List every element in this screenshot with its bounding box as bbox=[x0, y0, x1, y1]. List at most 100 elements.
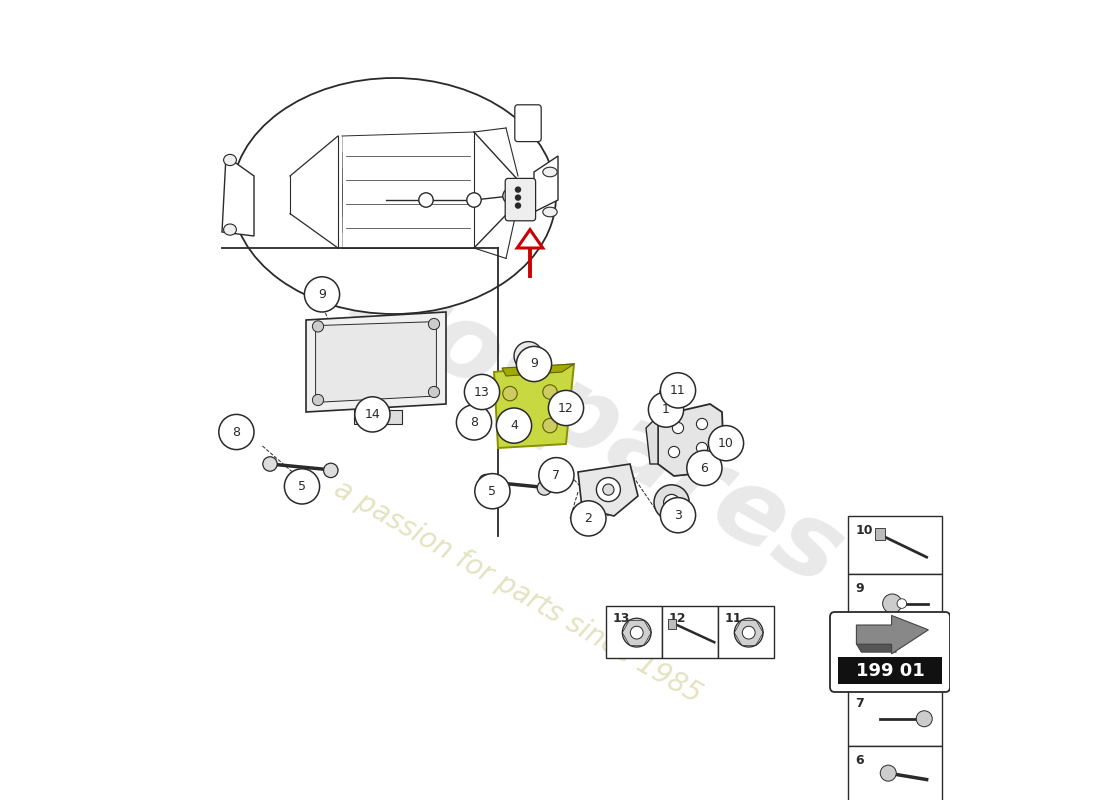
Circle shape bbox=[515, 186, 521, 193]
Circle shape bbox=[478, 474, 493, 489]
Text: 11: 11 bbox=[725, 612, 741, 625]
Text: 8: 8 bbox=[470, 416, 478, 429]
Polygon shape bbox=[494, 364, 574, 448]
Polygon shape bbox=[578, 464, 638, 516]
Circle shape bbox=[539, 458, 574, 493]
Text: 10: 10 bbox=[856, 524, 873, 537]
Circle shape bbox=[419, 193, 433, 207]
Text: 12: 12 bbox=[558, 402, 574, 414]
Polygon shape bbox=[857, 644, 896, 652]
Bar bbox=[848, 689, 942, 746]
Circle shape bbox=[355, 397, 390, 432]
Polygon shape bbox=[222, 156, 254, 236]
Ellipse shape bbox=[232, 78, 556, 314]
Circle shape bbox=[669, 446, 680, 458]
Text: 199 01: 199 01 bbox=[856, 662, 924, 679]
Polygon shape bbox=[306, 312, 446, 412]
Circle shape bbox=[305, 277, 340, 312]
Circle shape bbox=[884, 650, 905, 671]
Polygon shape bbox=[517, 230, 542, 248]
Circle shape bbox=[660, 498, 695, 533]
Circle shape bbox=[515, 202, 521, 209]
Text: 5: 5 bbox=[488, 485, 496, 498]
Ellipse shape bbox=[542, 207, 558, 217]
Polygon shape bbox=[658, 404, 724, 476]
Circle shape bbox=[603, 484, 614, 495]
Bar bbox=[668, 619, 675, 629]
Polygon shape bbox=[502, 364, 574, 376]
Text: 8: 8 bbox=[856, 639, 865, 652]
Circle shape bbox=[542, 385, 558, 399]
Ellipse shape bbox=[542, 167, 558, 177]
Circle shape bbox=[742, 626, 755, 639]
Circle shape bbox=[663, 494, 680, 510]
Circle shape bbox=[708, 426, 744, 461]
Circle shape bbox=[696, 418, 707, 430]
Text: 12: 12 bbox=[669, 612, 686, 625]
Bar bbox=[354, 410, 402, 424]
Circle shape bbox=[456, 405, 492, 440]
Circle shape bbox=[672, 422, 683, 434]
Circle shape bbox=[515, 194, 521, 201]
Ellipse shape bbox=[223, 154, 236, 166]
Bar bbox=[848, 516, 942, 574]
Bar bbox=[876, 528, 886, 539]
Circle shape bbox=[516, 346, 551, 382]
Text: 9: 9 bbox=[530, 358, 538, 370]
Text: eurospares: eurospares bbox=[240, 192, 860, 608]
Circle shape bbox=[896, 598, 906, 608]
Circle shape bbox=[696, 442, 707, 454]
Text: 4: 4 bbox=[510, 419, 518, 432]
Circle shape bbox=[514, 342, 542, 370]
Bar bbox=[838, 657, 942, 684]
Bar bbox=[848, 746, 942, 800]
Circle shape bbox=[503, 386, 517, 401]
Circle shape bbox=[312, 321, 323, 332]
Circle shape bbox=[686, 450, 722, 486]
Circle shape bbox=[323, 463, 338, 478]
Text: a passion for parts since 1985: a passion for parts since 1985 bbox=[329, 475, 706, 709]
Text: 6: 6 bbox=[856, 754, 865, 767]
Ellipse shape bbox=[223, 224, 236, 235]
Text: 5: 5 bbox=[298, 480, 306, 493]
Bar bbox=[718, 606, 774, 658]
Text: 10: 10 bbox=[718, 437, 734, 450]
Circle shape bbox=[428, 318, 440, 330]
Circle shape bbox=[735, 618, 763, 647]
Circle shape bbox=[623, 618, 651, 647]
Circle shape bbox=[660, 373, 695, 408]
Text: 14: 14 bbox=[364, 408, 381, 421]
FancyBboxPatch shape bbox=[515, 105, 541, 142]
Text: 13: 13 bbox=[613, 612, 630, 625]
Circle shape bbox=[648, 392, 683, 427]
Circle shape bbox=[522, 350, 535, 362]
Circle shape bbox=[882, 594, 902, 613]
Circle shape bbox=[464, 374, 499, 410]
Bar bbox=[848, 574, 942, 631]
Bar bbox=[662, 606, 718, 658]
Bar bbox=[606, 606, 662, 658]
Text: 9: 9 bbox=[856, 582, 865, 594]
Circle shape bbox=[312, 394, 323, 406]
Polygon shape bbox=[534, 156, 558, 212]
Text: 9: 9 bbox=[318, 288, 326, 301]
Circle shape bbox=[496, 408, 531, 443]
Circle shape bbox=[466, 193, 481, 207]
Text: 6: 6 bbox=[701, 462, 708, 474]
Circle shape bbox=[542, 418, 558, 433]
Circle shape bbox=[503, 421, 517, 435]
Text: 1: 1 bbox=[662, 403, 670, 416]
Circle shape bbox=[428, 386, 440, 398]
Circle shape bbox=[475, 474, 510, 509]
Circle shape bbox=[503, 189, 517, 203]
Circle shape bbox=[537, 481, 551, 495]
Circle shape bbox=[880, 765, 896, 781]
Text: 3: 3 bbox=[674, 509, 682, 522]
Circle shape bbox=[630, 626, 644, 639]
Text: 2: 2 bbox=[584, 512, 592, 525]
Circle shape bbox=[263, 457, 277, 471]
Text: 7: 7 bbox=[552, 469, 560, 482]
Circle shape bbox=[219, 414, 254, 450]
Text: 13: 13 bbox=[474, 386, 490, 398]
Circle shape bbox=[549, 390, 584, 426]
